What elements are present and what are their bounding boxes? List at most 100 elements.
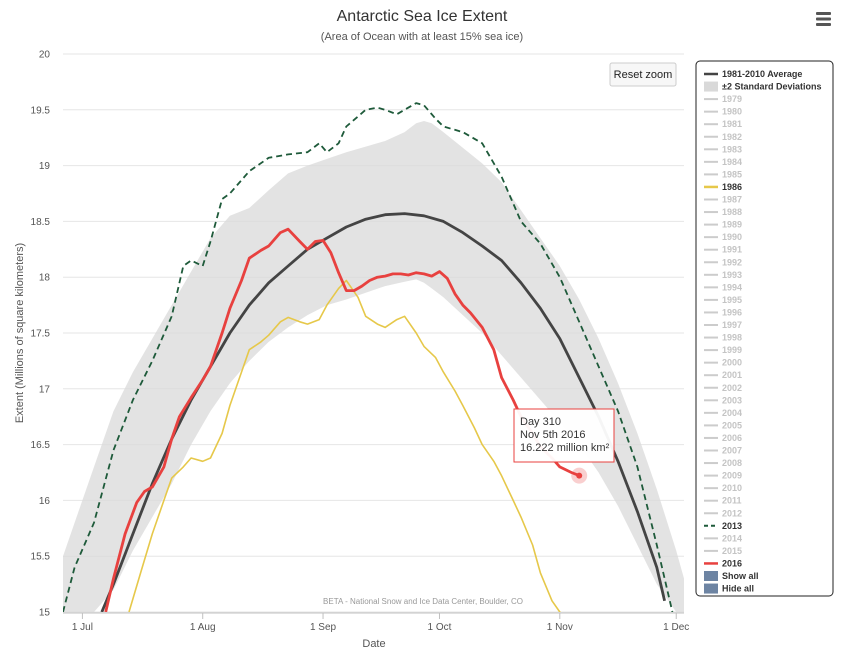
legend-item-1995[interactable]: 1995	[704, 295, 742, 305]
y-tick-label: 17.5	[31, 329, 51, 340]
legend-item-2000[interactable]: 2000	[704, 358, 742, 368]
y-tick-label: 18	[39, 273, 51, 284]
legend-item-1985[interactable]: 1985	[704, 169, 742, 179]
x-tick-label: 1 Oct	[428, 622, 452, 633]
legend-item-2002[interactable]: 2002	[704, 383, 742, 393]
legend-item-1983[interactable]: 1983	[704, 144, 742, 154]
y-tick-label: 15	[39, 608, 51, 619]
legend-item-2016[interactable]: 2016	[704, 558, 742, 568]
legend-item-1998[interactable]: 1998	[704, 333, 742, 343]
y-tick-label: 20	[39, 50, 51, 61]
legend-item-2014[interactable]: 2014	[704, 533, 742, 543]
series-layer	[63, 102, 674, 644]
legend-label: 1999	[722, 345, 742, 355]
x-tick-label: 1 Jul	[72, 622, 93, 633]
legend-label: 1988	[722, 207, 742, 217]
legend-label: 1990	[722, 232, 742, 242]
legend-label: 1983	[722, 144, 742, 154]
legend-label: 2007	[722, 446, 742, 456]
legend-label: 1982	[722, 132, 742, 142]
legend-item-hide-all[interactable]: Hide all	[704, 583, 754, 594]
series-line-2013[interactable]	[63, 102, 674, 612]
legend-label: 2000	[722, 358, 742, 368]
legend-item-2010[interactable]: 2010	[704, 483, 742, 493]
legend-item-1990[interactable]: 1990	[704, 232, 742, 242]
legend-item-1993[interactable]: 1993	[704, 270, 742, 280]
reset-zoom-label: Reset zoom	[614, 69, 673, 81]
legend-label: 1994	[722, 282, 742, 292]
hover-point[interactable]	[576, 472, 583, 479]
legend-item-1984[interactable]: 1984	[704, 157, 742, 167]
legend-item-2006[interactable]: 2006	[704, 433, 742, 443]
legend-item-1994[interactable]: 1994	[704, 282, 742, 292]
y-axis: 15 15.5 16 16.5 17 17.5 18 18.5 19 19.5 20	[31, 50, 51, 619]
y-axis-title: Extent (Millions of square kilometers)	[14, 243, 26, 423]
tooltip-marker	[571, 467, 588, 484]
legend-item-1981[interactable]: 1981	[704, 119, 742, 129]
series-line-1986[interactable]	[128, 279, 618, 644]
legend-item-2009[interactable]: 2009	[704, 471, 742, 481]
legend-item-2001[interactable]: 2001	[704, 370, 742, 380]
legend-item-1999[interactable]: 1999	[704, 345, 742, 355]
legend-label: 2015	[722, 546, 742, 556]
legend-label: 2005	[722, 420, 742, 430]
legend-item-show-all[interactable]: Show all	[704, 571, 759, 581]
x-tick-label: 1 Sep	[310, 622, 337, 633]
tooltip-line2: Nov 5th 2016	[520, 429, 585, 441]
legend-item-1982[interactable]: 1982	[704, 132, 742, 142]
legend-label: 2006	[722, 433, 742, 443]
legend-item-1988[interactable]: 1988	[704, 207, 742, 217]
legend-label: 1989	[722, 220, 742, 230]
hamburger-menu-icon[interactable]	[810, 8, 836, 30]
y-tick-label: 17	[39, 384, 51, 395]
legend-item-2003[interactable]: 2003	[704, 395, 742, 405]
legend-label: 2009	[722, 471, 742, 481]
x-tick-label: 1 Dec	[663, 622, 689, 633]
legend-item-1991[interactable]: 1991	[704, 245, 742, 255]
series-line-2016[interactable]	[104, 227, 580, 612]
legend-label: 2002	[722, 383, 742, 393]
legend-item-1979[interactable]: 1979	[704, 94, 742, 104]
legend-item-1992[interactable]: 1992	[704, 257, 742, 267]
legend-label: 1997	[722, 320, 742, 330]
legend-item-2004[interactable]: 2004	[704, 408, 742, 418]
legend-label: 1981	[722, 119, 742, 129]
legend-label: 2008	[722, 458, 742, 468]
y-tick-label: 19.5	[31, 105, 51, 116]
legend-label: ±2 Standard Deviations	[722, 82, 821, 92]
legend-label: 2016	[722, 558, 742, 568]
legend-item-1986[interactable]: 1986	[704, 182, 742, 192]
legend-label: 1998	[722, 333, 742, 343]
legend-label: 2010	[722, 483, 742, 493]
legend-item-2008[interactable]: 2008	[704, 458, 742, 468]
tooltip: Day 310 Nov 5th 2016 16.222 million km²	[513, 408, 615, 463]
legend-item-2007[interactable]: 2007	[704, 446, 742, 456]
legend-label: 1992	[722, 257, 742, 267]
std-dev-band	[63, 121, 684, 612]
x-axis-title: Date	[362, 638, 385, 650]
y-tick-label: 16	[39, 496, 51, 507]
reset-zoom-button[interactable]: Reset zoom	[609, 62, 677, 87]
y-tick-label: 18.5	[31, 217, 51, 228]
legend-item-2-standard-deviations[interactable]: ±2 Standard Deviations	[704, 81, 821, 92]
legend-item-1989[interactable]: 1989	[704, 220, 742, 230]
legend-item-1981-2010-average[interactable]: 1981-2010 Average	[704, 69, 802, 79]
x-tick-label: 1 Aug	[190, 622, 216, 633]
legend-label: 1993	[722, 270, 742, 280]
std-band-layer	[63, 121, 684, 612]
legend-item-2012[interactable]: 2012	[704, 508, 742, 518]
legend-label: 2001	[722, 370, 742, 380]
x-tick-label: 1 Nov	[547, 622, 573, 633]
tooltip-line1: Day 310	[520, 416, 561, 428]
legend-item-2005[interactable]: 2005	[704, 420, 742, 430]
legend-item-2011[interactable]: 2011	[704, 496, 742, 506]
legend-item-1987[interactable]: 1987	[704, 195, 742, 205]
legend-label: 1996	[722, 307, 742, 317]
legend-item-2015[interactable]: 2015	[704, 546, 742, 556]
legend-item-1980[interactable]: 1980	[704, 107, 742, 117]
legend-item-2013[interactable]: 2013	[704, 521, 742, 531]
legend-item-1997[interactable]: 1997	[704, 320, 742, 330]
legend-label: Hide all	[722, 584, 754, 594]
legend-item-1996[interactable]: 1996	[704, 307, 742, 317]
